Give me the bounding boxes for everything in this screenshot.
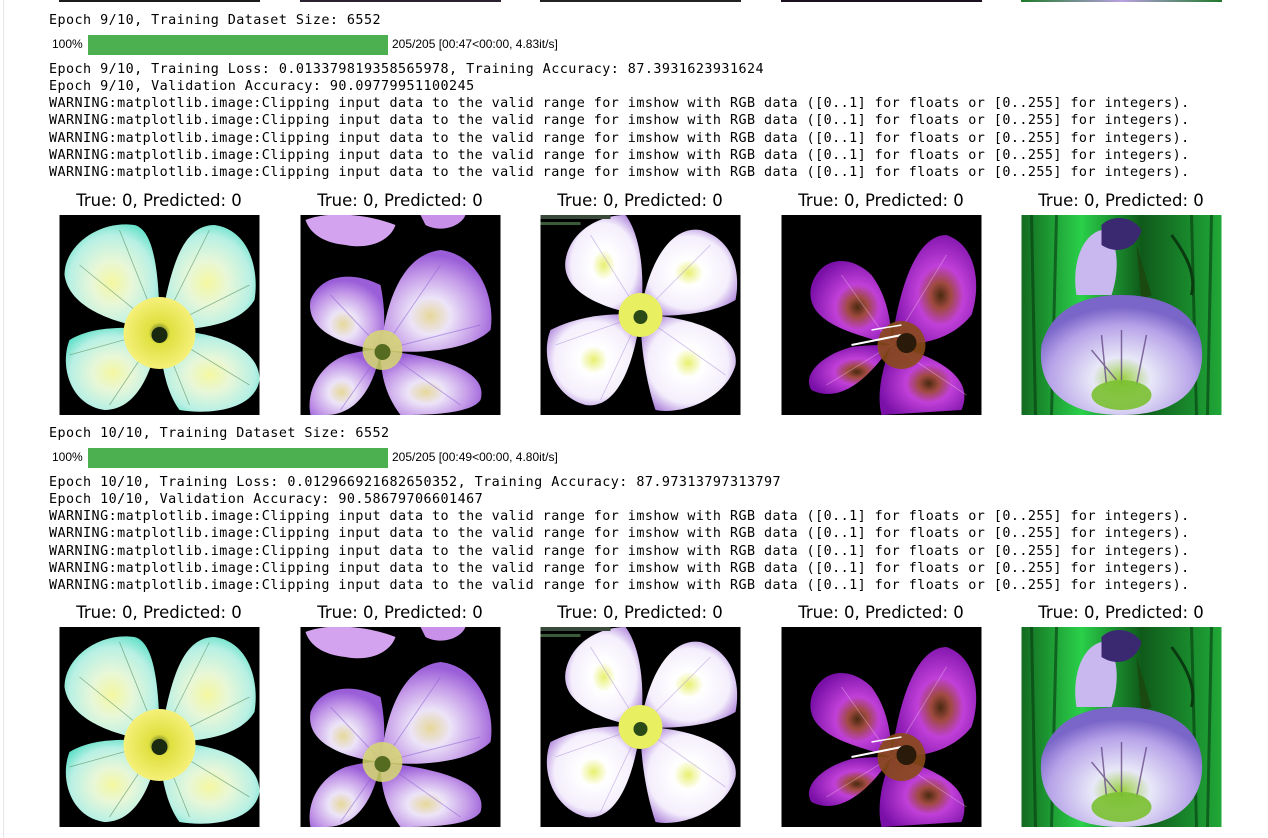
warning-line: WARNING:matplotlib.image:Clipping input …: [49, 526, 1190, 541]
validation-accuracy-line: Epoch 9/10, Validation Accuracy: 90.0977…: [49, 79, 475, 94]
progress-percent: 100%: [52, 450, 83, 464]
progress-fill: [88, 35, 388, 55]
white-yellow-flower-image: [59, 215, 260, 415]
panel-title: True: 0, Predicted: 0: [798, 603, 964, 622]
warning-line: WARNING:matplotlib.image:Clipping input …: [49, 113, 1190, 128]
white-yellow-flower-image: [59, 627, 260, 827]
panel-title: True: 0, Predicted: 0: [1038, 603, 1204, 622]
warning-line: WARNING:matplotlib.image:Clipping input …: [49, 131, 1190, 146]
lilac-flower-image: [300, 215, 501, 415]
previous-image-edge: [1021, 0, 1222, 2]
bellflower-image: [1021, 627, 1222, 827]
training-loss-line: Epoch 9/10, Training Loss: 0.01337981935…: [49, 62, 764, 77]
white-purple-flower-image: [540, 215, 741, 415]
panel-title: True: 0, Predicted: 0: [1038, 191, 1204, 210]
bellflower-image: [1021, 215, 1222, 415]
progress-status: 205/205 [00:49<00:00, 4.80it/s]: [392, 450, 558, 464]
panel-title: True: 0, Predicted: 0: [76, 191, 242, 210]
previous-image-edge: [300, 0, 501, 2]
panel-title: True: 0, Predicted: 0: [317, 603, 483, 622]
previous-image-edge: [781, 0, 982, 2]
white-purple-flower-image: [540, 627, 741, 827]
panel-title: True: 0, Predicted: 0: [557, 191, 723, 210]
warning-line: WARNING:matplotlib.image:Clipping input …: [49, 96, 1190, 111]
warning-line: WARNING:matplotlib.image:Clipping input …: [49, 165, 1190, 180]
progress-bar: 100% 205/205 [00:47<00:00, 4.83it/s]: [50, 34, 610, 56]
progress-bar: 100% 205/205 [00:49<00:00, 4.80it/s]: [50, 447, 610, 469]
training-loss-line: Epoch 10/10, Training Loss: 0.0129669216…: [49, 475, 782, 490]
output-cell-border: [3, 0, 4, 838]
progress-fill: [88, 448, 388, 468]
magenta-flower-image: [781, 215, 982, 415]
warning-line: WARNING:matplotlib.image:Clipping input …: [49, 578, 1190, 593]
warning-line: WARNING:matplotlib.image:Clipping input …: [49, 544, 1190, 559]
panel-title: True: 0, Predicted: 0: [76, 603, 242, 622]
dataset-size-line: Epoch 10/10, Training Dataset Size: 6552: [49, 426, 390, 441]
previous-image-edge: [540, 0, 741, 2]
magenta-flower-image: [781, 627, 982, 827]
panel-title: True: 0, Predicted: 0: [557, 603, 723, 622]
previous-image-edge: [59, 0, 260, 2]
warning-line: WARNING:matplotlib.image:Clipping input …: [49, 509, 1190, 524]
warning-line: WARNING:matplotlib.image:Clipping input …: [49, 148, 1190, 163]
dataset-size-line: Epoch 9/10, Training Dataset Size: 6552: [49, 13, 381, 28]
progress-status: 205/205 [00:47<00:00, 4.83it/s]: [392, 37, 558, 51]
validation-accuracy-line: Epoch 10/10, Validation Accuracy: 90.586…: [49, 492, 484, 507]
progress-percent: 100%: [52, 37, 83, 51]
panel-title: True: 0, Predicted: 0: [317, 191, 483, 210]
panel-title: True: 0, Predicted: 0: [798, 191, 964, 210]
warning-line: WARNING:matplotlib.image:Clipping input …: [49, 561, 1190, 576]
lilac-flower-image: [300, 627, 501, 827]
